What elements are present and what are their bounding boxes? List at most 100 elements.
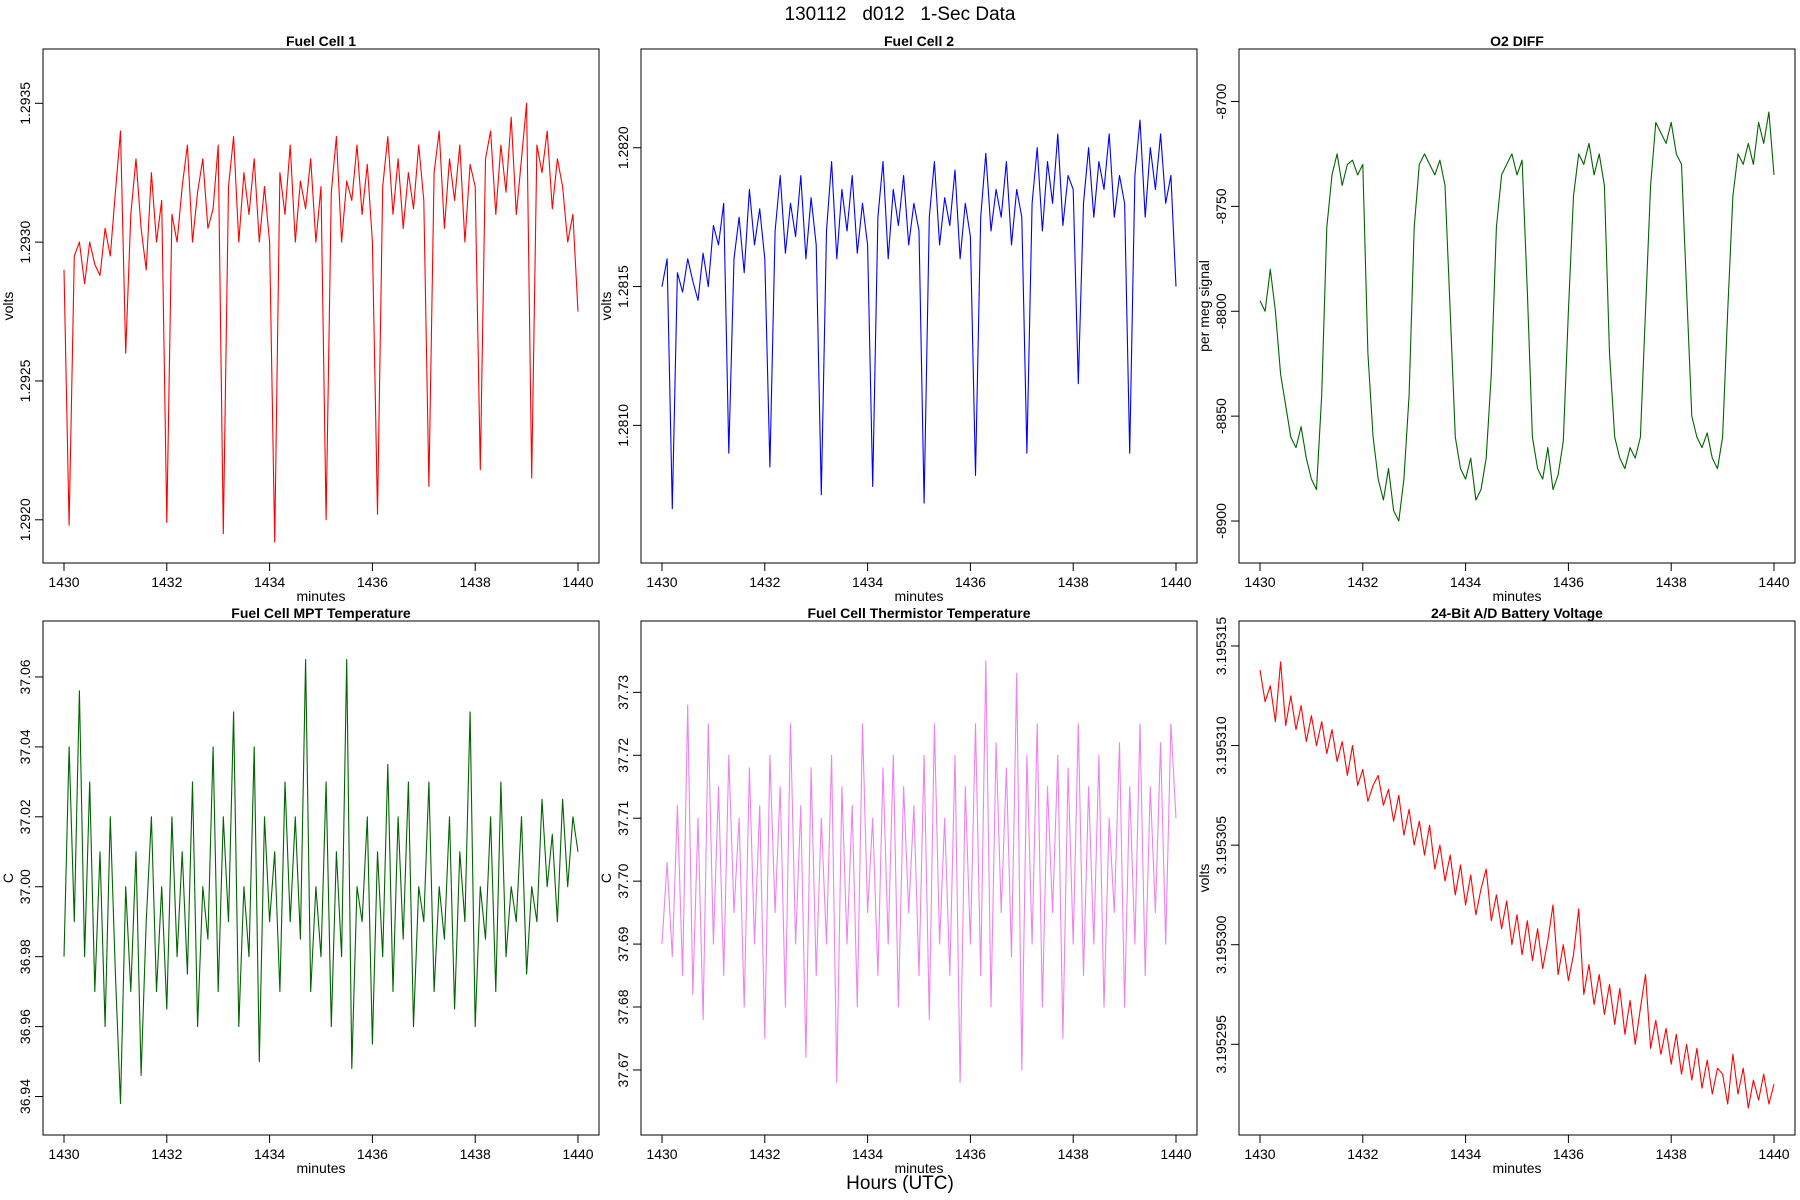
x-axis-label: minutes: [1492, 588, 1541, 604]
y-axis-label: C: [0, 873, 16, 883]
chart-title: 24-Bit A/D Battery Voltage: [1431, 605, 1603, 621]
x-axis-label: minutes: [296, 588, 345, 604]
y-axis-label: volts: [0, 292, 16, 321]
y-tick-label: 36.98: [17, 939, 33, 974]
y-tick-label: 37.67: [615, 1052, 631, 1087]
chart-title: Fuel Cell 2: [884, 33, 954, 49]
panel-1: Fuel Cell 1 1430 1432 1434 1436 1438 1440 minut…: [0, 33, 600, 604]
chart-title: O2 DIFF: [1490, 33, 1544, 49]
x-tick-label: 1438: [1656, 1146, 1687, 1162]
y-axis-label: C: [598, 873, 614, 883]
panel-6: 24-Bit A/D Battery Voltage 1430 1432 1434 14…: [1196, 605, 1796, 1176]
x-tick-label: 1436: [1553, 1146, 1584, 1162]
x-tick-label: 1436: [1553, 574, 1584, 590]
x-tick-label: 1430: [646, 1146, 677, 1162]
x-tick-label: 1438: [460, 1146, 491, 1162]
x-tick-label: 1432: [1347, 574, 1378, 590]
panel-2: Fuel Cell 2 1430 1432 1434 1436 1438 1440 minut…: [598, 33, 1198, 604]
y-axis-label: per meg signal: [1196, 260, 1212, 352]
series-line: [63, 102, 579, 543]
y-tick-label: 37.71: [615, 800, 631, 835]
y-tick-label: 1.2920: [17, 498, 33, 541]
x-tick-label: 1436: [357, 574, 388, 590]
y-tick-label: -8800: [1213, 293, 1229, 329]
x-tick-label: 1434: [254, 574, 285, 590]
panel-3: O2 DIFF 1430 1432 1434 1436 1438 1440 minutes -8…: [1196, 33, 1796, 604]
plot-frame: [1238, 620, 1796, 1136]
x-tick-label: 1432: [151, 1146, 182, 1162]
x-tick-label: 1436: [955, 1146, 986, 1162]
x-tick-label: 1434: [1450, 574, 1481, 590]
series-line: [661, 119, 1177, 510]
y-tick-label: 1.2935: [17, 82, 33, 125]
panel-4: Fuel Cell MPT Temperature 1430 1432 1434 143…: [0, 605, 600, 1176]
y-tick-label: 1.2815: [615, 265, 631, 308]
y-tick-label: 3.195315: [1213, 617, 1229, 676]
x-tick-label: 1432: [749, 1146, 780, 1162]
x-tick-label: 1438: [1656, 574, 1687, 590]
plot-frame: [42, 620, 600, 1136]
y-tick-label: 1.2820: [615, 126, 631, 169]
y-tick-label: 37.00: [17, 869, 33, 904]
x-tick-label: 1434: [1450, 1146, 1481, 1162]
plot-frame: [640, 620, 1198, 1136]
x-tick-label: 1440: [562, 574, 593, 590]
x-tick-label: 1438: [1058, 574, 1089, 590]
y-tick-label: 1.2925: [17, 359, 33, 402]
x-tick-label: 1430: [1244, 1146, 1275, 1162]
x-tick-label: 1436: [357, 1146, 388, 1162]
y-tick-label: 1.2810: [615, 404, 631, 447]
y-tick-label: 3.195310: [1213, 716, 1229, 775]
y-axis-label: volts: [1196, 864, 1212, 893]
plot-frame: [42, 48, 600, 564]
x-tick-label: 1440: [1758, 1146, 1789, 1162]
y-tick-label: 37.73: [615, 675, 631, 710]
y-tick-label: 3.195300: [1213, 915, 1229, 974]
series-line: [661, 660, 1177, 1084]
x-tick-label: 1430: [48, 1146, 79, 1162]
y-tick-label: 37.06: [17, 659, 33, 694]
y-tick-label: 37.68: [615, 989, 631, 1024]
y-tick-label: 37.70: [615, 863, 631, 898]
x-tick-label: 1436: [955, 574, 986, 590]
x-tick-label: 1438: [1058, 1146, 1089, 1162]
y-tick-label: -8850: [1213, 398, 1229, 434]
plot-frame: [640, 48, 1198, 564]
series-line: [1259, 111, 1775, 522]
y-tick-label: -8750: [1213, 188, 1229, 224]
x-tick-label: 1440: [1160, 1146, 1191, 1162]
chart-title: Fuel Cell Thermistor Temperature: [807, 605, 1030, 621]
x-tick-label: 1432: [1347, 1146, 1378, 1162]
y-tick-label: 36.96: [17, 1009, 33, 1044]
x-tick-label: 1440: [1160, 574, 1191, 590]
y-tick-label: 3.195305: [1213, 816, 1229, 875]
x-tick-label: 1440: [1758, 574, 1789, 590]
y-tick-label: 36.94: [17, 1079, 33, 1114]
x-axis-label: minutes: [296, 1160, 345, 1176]
series-line: [63, 658, 579, 1105]
y-tick-label: 37.02: [17, 799, 33, 834]
page-title: 130112 d012 1-Sec Data: [784, 4, 1016, 25]
x-tick-label: 1430: [1244, 574, 1275, 590]
chart-title: Fuel Cell MPT Temperature: [231, 605, 411, 621]
y-tick-label: -8700: [1213, 83, 1229, 119]
x-tick-label: 1430: [646, 574, 677, 590]
x-tick-label: 1440: [562, 1146, 593, 1162]
y-tick-label: 37.72: [615, 738, 631, 773]
x-tick-label: 1434: [852, 1146, 883, 1162]
x-tick-label: 1432: [749, 574, 780, 590]
chart-title: Fuel Cell 1: [286, 33, 356, 49]
y-tick-label: 37.04: [17, 729, 33, 764]
x-tick-label: 1432: [151, 574, 182, 590]
page-x-axis-label: Hours (UTC): [846, 1173, 954, 1194]
x-tick-label: 1430: [48, 574, 79, 590]
series-line: [1259, 661, 1775, 1109]
y-tick-label: 3.195295: [1213, 1015, 1229, 1074]
plot-frame: [1238, 48, 1796, 564]
y-axis-label: volts: [598, 292, 614, 321]
x-tick-label: 1434: [852, 574, 883, 590]
x-axis-label: minutes: [1492, 1160, 1541, 1176]
x-axis-label: minutes: [894, 1160, 943, 1176]
y-tick-label: 1.2930: [17, 221, 33, 264]
